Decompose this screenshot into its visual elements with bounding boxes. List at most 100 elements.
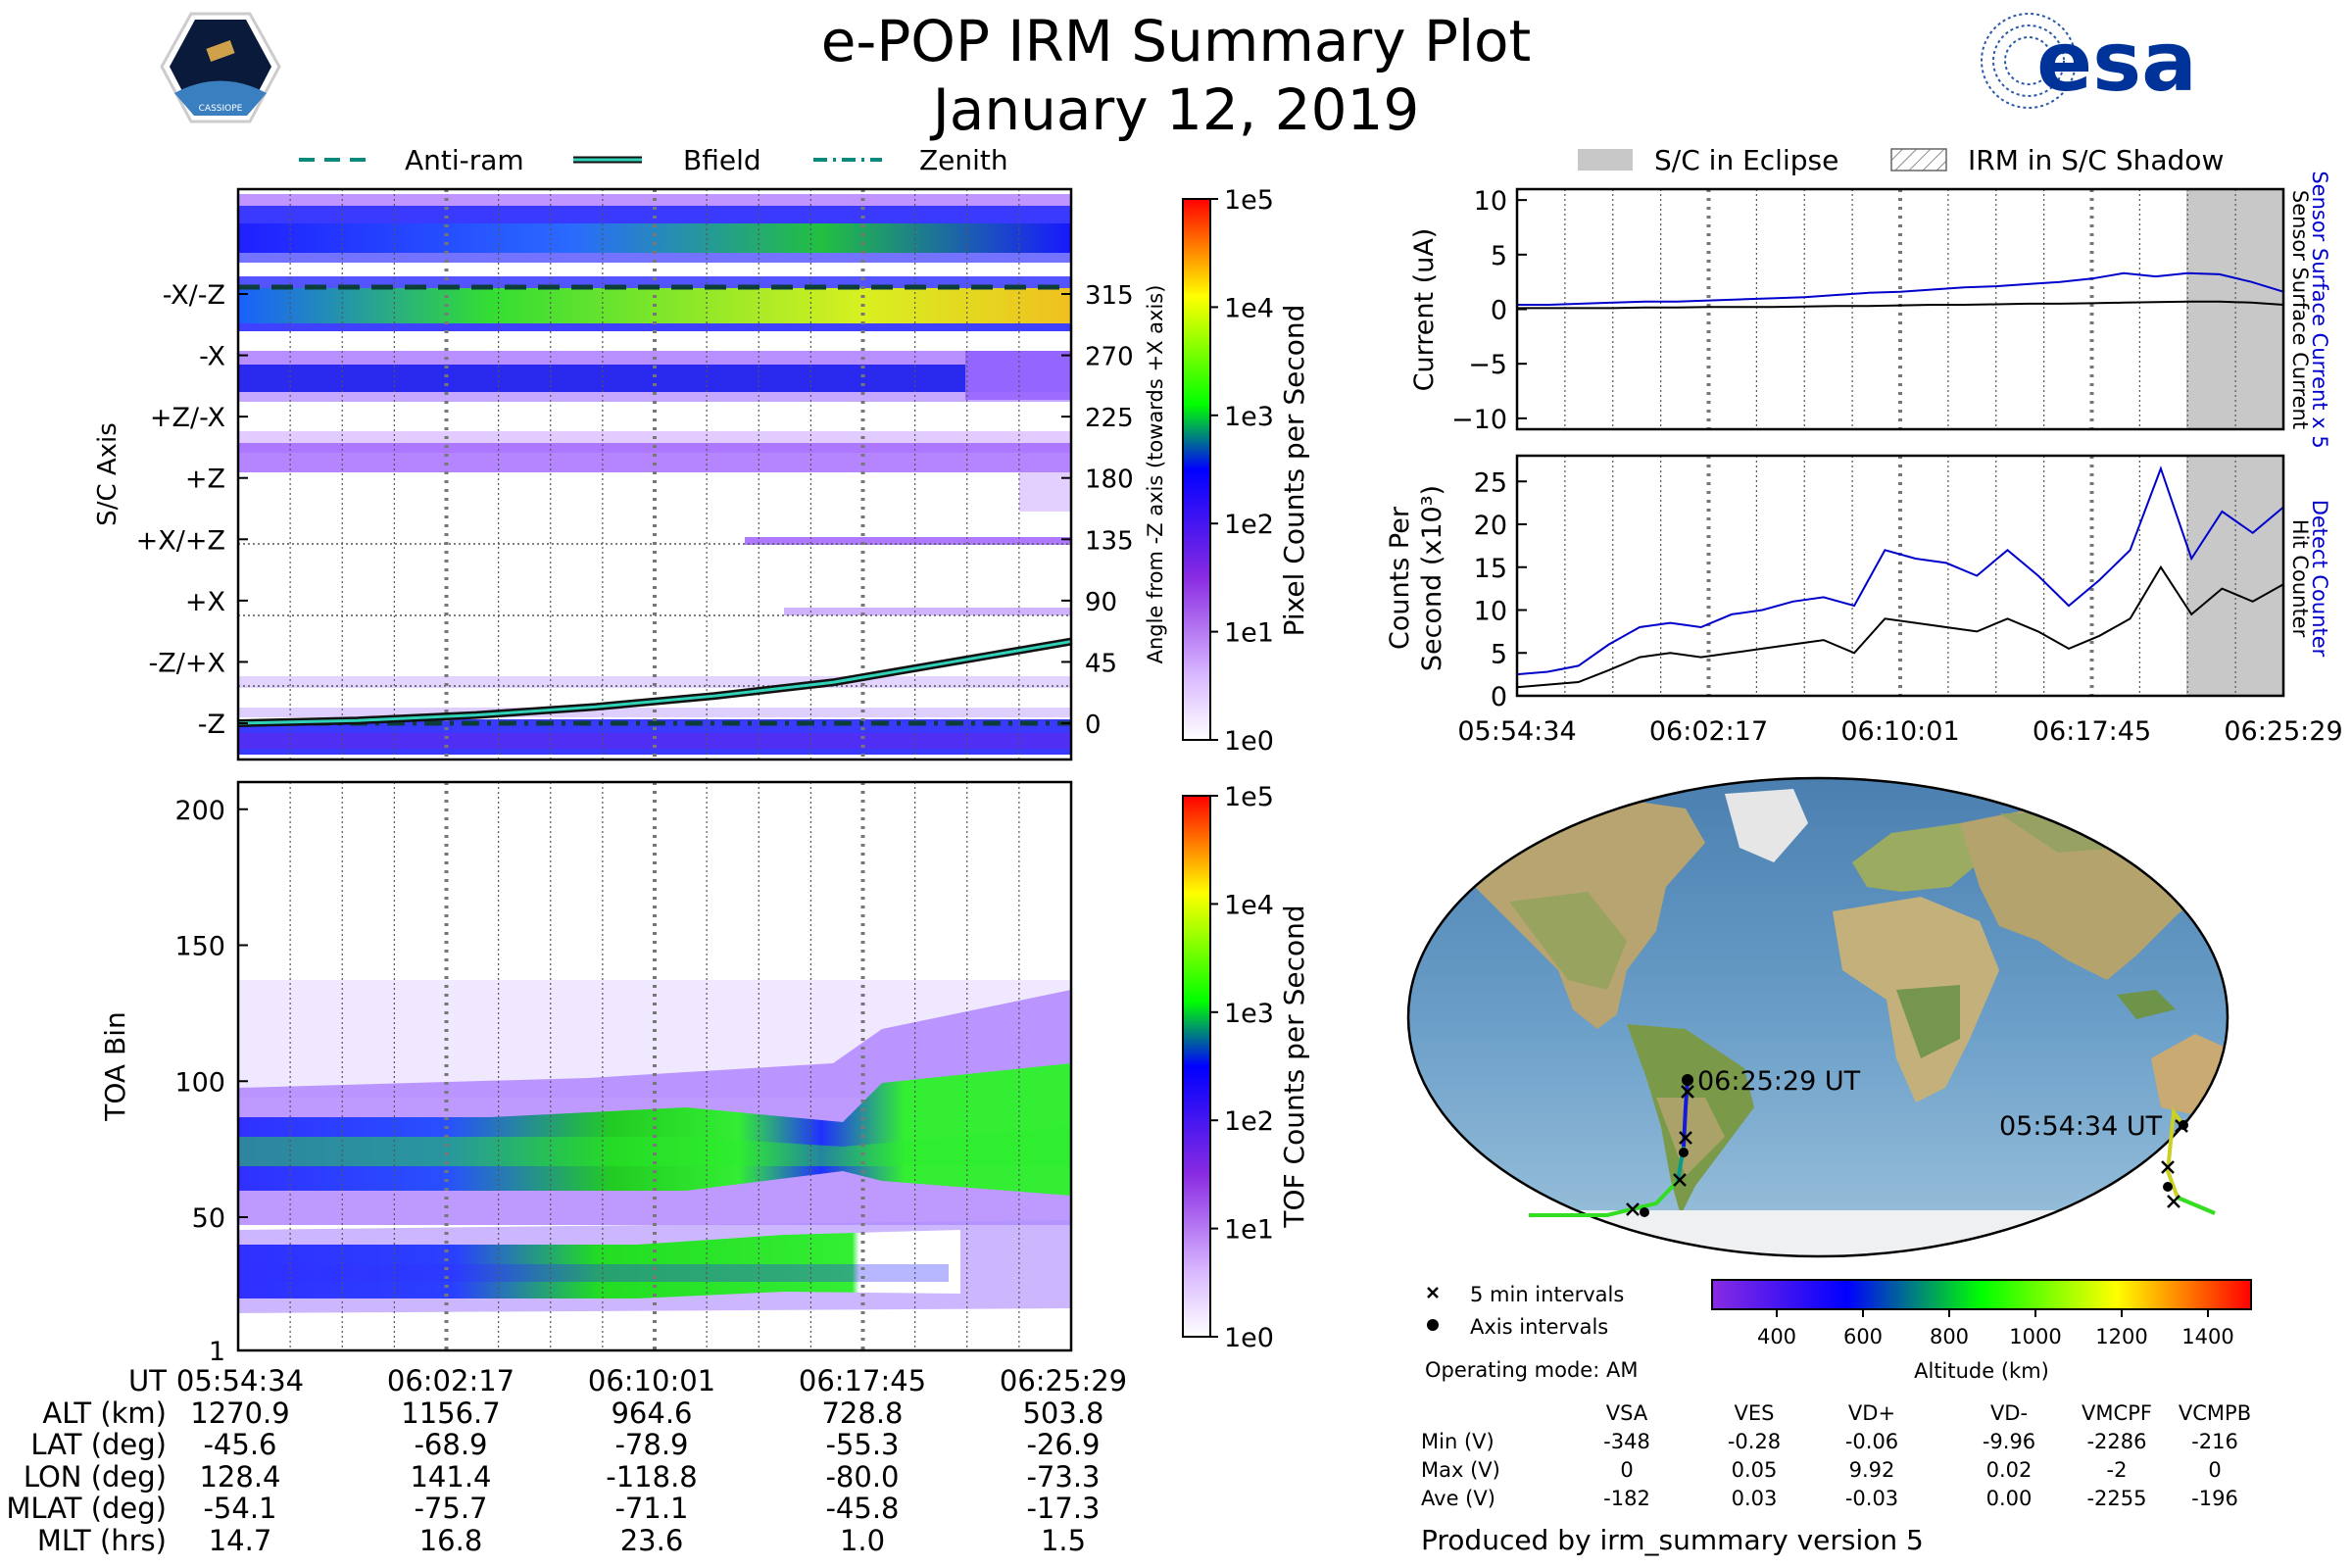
voltage-cell: 0.02: [1985, 1458, 2033, 1482]
legend-5min: 5 min intervals: [1470, 1283, 1624, 1306]
counts-hit-series: [1516, 564, 2284, 689]
row-label-mlt: MLT (hrs): [36, 1523, 167, 1557]
row-label-alt: ALT (km): [42, 1396, 167, 1430]
operating-mode: Operating mode: AM: [1425, 1358, 1638, 1382]
marker-x: [2167, 1195, 2180, 1208]
legend-antiram: Anti-ram: [405, 144, 524, 176]
cell: -80.0: [825, 1459, 900, 1494]
eclipse-swatch: [1578, 149, 1633, 171]
angle-tick-label: 225: [1085, 404, 1134, 433]
toa-tick-label: 50: [192, 1203, 225, 1234]
altitude-tick-label: 800: [1930, 1325, 1969, 1348]
cell: 14.7: [208, 1523, 272, 1557]
current-yticks: 10 5 0 −5 −10: [1451, 186, 1527, 435]
colorbar-tick-label: 1e3: [1224, 402, 1274, 432]
sc-axis-ylabels: -X/-Z -X +Z/-X +Z +X/+Z +X -Z/+X -Z: [136, 280, 248, 740]
altitude-label: Altitude (km): [1914, 1359, 2049, 1383]
voltage-header: VES: [1734, 1401, 1775, 1425]
marker-dot: [1640, 1207, 1649, 1217]
colorbar-tof-label: TOF Counts per Second: [1278, 905, 1310, 1228]
voltage-row-label: Max (V): [1421, 1458, 1500, 1482]
counts-ylabel-2: Second (x10³): [1417, 485, 1447, 671]
colorbar-tick-label: 1e3: [1224, 999, 1274, 1029]
row-label-lon: LON (deg): [23, 1459, 167, 1494]
colorbar-tick-label: 1e0: [1224, 1323, 1274, 1353]
legend-bfield: Bfield: [683, 144, 761, 176]
map-start-label: 05:54:34 UT: [1999, 1111, 2163, 1142]
counts-right-label-black: Hit Counter: [2288, 519, 2312, 638]
ephemeris-col-3: 06:10:01 964.6 -78.9 -118.8 -71.1 23.6: [578, 1365, 725, 1556]
cell: 728.8: [821, 1396, 904, 1430]
ytick-label: −5: [1468, 350, 1507, 380]
counts-panel: 25 20 15 10 5 0 05:54:34 06:02:17 06:10:01 06:17…: [1385, 454, 2343, 747]
voltage-cell: -2286: [2086, 1430, 2147, 1453]
cell: 06:10:01: [587, 1364, 716, 1397]
toa-tick-label: 1: [209, 1337, 225, 1367]
cell: -26.9: [1026, 1428, 1101, 1461]
sc-axis-panel: -X/-Z -X +Z/-X +Z +X/+Z +X -Z/+X -Z 315 270 225 18…: [93, 187, 1167, 761]
ytick-label: 0: [1491, 682, 1507, 712]
land-antarctica: [1408, 1210, 2228, 1256]
cell: -118.8: [606, 1459, 698, 1494]
land-indonesia: [2117, 990, 2176, 1019]
cell: 06:17:45: [798, 1364, 927, 1397]
cell: 1.5: [1040, 1523, 1087, 1557]
toa-tick-label: 200: [174, 796, 225, 826]
current-series: [1517, 300, 2284, 310]
voltage-cell: 0.00: [1985, 1487, 2033, 1510]
xtick-label: 06:25:29: [2224, 716, 2342, 747]
altitude-tick-label: 1000: [2009, 1325, 2061, 1348]
cell: -45.8: [825, 1492, 900, 1525]
voltage-cell: -0.28: [1727, 1430, 1782, 1453]
toa-tick-label: 100: [174, 1067, 225, 1098]
ephemeris-col-1: 05:54:34 1270.9 -45.6 128.4 -54.1 14.7: [167, 1365, 314, 1556]
cell: 06:02:17: [386, 1364, 515, 1397]
voltage-cell: -196: [2191, 1487, 2238, 1510]
colorbar-pixel: 1e5 1e4 1e3 1e2 1e1 1e0 Pixel Counts per Seco…: [1182, 185, 1310, 757]
cell: 1.0: [839, 1523, 886, 1557]
angle-tick-label: 45: [1085, 649, 1117, 678]
shadow-swatch: [1890, 148, 1947, 172]
sc-angle-ylabel: Angle from -Z axis (towards +X axis): [1144, 285, 1167, 664]
map-end-label: 06:25:29 UT: [1697, 1066, 1861, 1097]
colorbar-tick-label: 1e5: [1224, 185, 1274, 216]
altitude-colorbar: 400 600 800 1000 1200 1400 Altitude (km): [1711, 1279, 2252, 1383]
esa-logo-text: esa: [2036, 14, 2197, 110]
cell: -68.9: [414, 1428, 488, 1461]
band-px-lower: [784, 608, 1071, 615]
bfield-line: [237, 640, 1072, 725]
voltage-cell: -182: [1603, 1487, 1650, 1510]
legend-shadow: IRM in S/C Shadow: [1968, 144, 2224, 176]
colorbar-tick-label: 1e0: [1224, 726, 1274, 757]
altitude-tick-label: 1400: [2181, 1325, 2233, 1348]
cell: -73.3: [1026, 1459, 1101, 1494]
toa-frame: [236, 780, 1073, 1352]
current-right-label-black: Sensor Surface Current: [2288, 190, 2312, 429]
legend-zenith: Zenith: [919, 144, 1008, 176]
counts-time-gridlines: [1564, 456, 2236, 696]
ephemeris-col-4: 06:17:45 728.8 -55.3 -80.0 -45.8 1.0: [789, 1365, 936, 1556]
marker-dot: [2163, 1182, 2173, 1192]
ephemeris-col-2: 06:02:17 1156.7 -68.9 141.4 -75.7 16.8: [377, 1365, 524, 1556]
xtick-label: 06:02:17: [1649, 716, 1768, 747]
sc-axis-tick-label: +Z/-X: [150, 403, 225, 433]
voltage-cell: 0: [2208, 1458, 2222, 1482]
ytick-label: 5: [1491, 639, 1507, 669]
ytick-label: 25: [1474, 467, 1507, 498]
colorbar-tof: 1e5 1e4 1e3 1e2 1e1 1e0 TOF Counts per Second: [1182, 782, 1310, 1353]
sc-axis-tick-label: -X/-Z: [163, 280, 225, 311]
marker-dot: [1682, 1074, 1693, 1086]
map-legend: 5 min intervals Axis intervals Operating…: [1425, 1283, 1638, 1382]
legend-x-marker: [1427, 1287, 1439, 1298]
land-europe: [1852, 823, 1980, 892]
page-title: e-POP IRM Summary Plot: [820, 8, 1532, 74]
marker-x: [1626, 1202, 1640, 1216]
toa-band-lower: [238, 1230, 960, 1298]
sc-axis-tick-label: +X: [185, 587, 225, 617]
colorbar-tick-label: 1e1: [1224, 618, 1274, 649]
sc-axis-tick-label: -Z: [198, 710, 225, 740]
voltage-cell: -0.06: [1844, 1430, 1899, 1453]
xtick-label: 06:10:01: [1840, 716, 1959, 747]
legend-dot-marker: [1427, 1319, 1439, 1331]
